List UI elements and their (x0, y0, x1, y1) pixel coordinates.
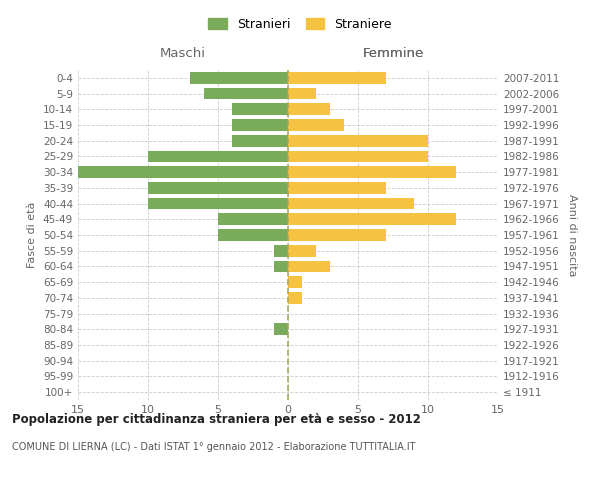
Text: Maschi: Maschi (160, 47, 206, 60)
Bar (204, 88, 288, 100)
Bar (288, 135, 428, 146)
Bar (288, 88, 316, 100)
Text: Popolazione per cittadinanza straniera per età e sesso - 2012: Popolazione per cittadinanza straniera p… (12, 412, 421, 426)
Y-axis label: Anni di nascita: Anni di nascita (566, 194, 577, 276)
Bar (274, 260, 288, 272)
Bar (232, 119, 288, 131)
Text: Femmine: Femmine (362, 47, 424, 60)
Bar (218, 229, 288, 241)
Y-axis label: Fasce di età: Fasce di età (28, 202, 37, 268)
Bar (232, 104, 288, 115)
Bar (274, 324, 288, 335)
Bar (288, 166, 456, 178)
Legend: Stranieri, Straniere: Stranieri, Straniere (205, 14, 395, 34)
Bar (78, 166, 288, 178)
Bar (288, 245, 316, 256)
Text: COMUNE DI LIERNA (LC) - Dati ISTAT 1° gennaio 2012 - Elaborazione TUTTITALIA.IT: COMUNE DI LIERNA (LC) - Dati ISTAT 1° ge… (12, 442, 415, 452)
Bar (288, 229, 386, 241)
Bar (288, 276, 302, 288)
Bar (288, 72, 386, 84)
Bar (274, 245, 288, 256)
Bar (288, 214, 456, 225)
Bar (148, 198, 288, 209)
Bar (288, 150, 428, 162)
Bar (288, 182, 386, 194)
Bar (288, 104, 330, 115)
Bar (288, 198, 414, 209)
Text: Femmine: Femmine (362, 47, 424, 60)
Bar (288, 119, 344, 131)
Bar (288, 260, 330, 272)
Bar (288, 292, 302, 304)
Bar (148, 150, 288, 162)
Bar (232, 135, 288, 146)
Bar (148, 182, 288, 194)
Bar (190, 72, 288, 84)
Bar (218, 214, 288, 225)
